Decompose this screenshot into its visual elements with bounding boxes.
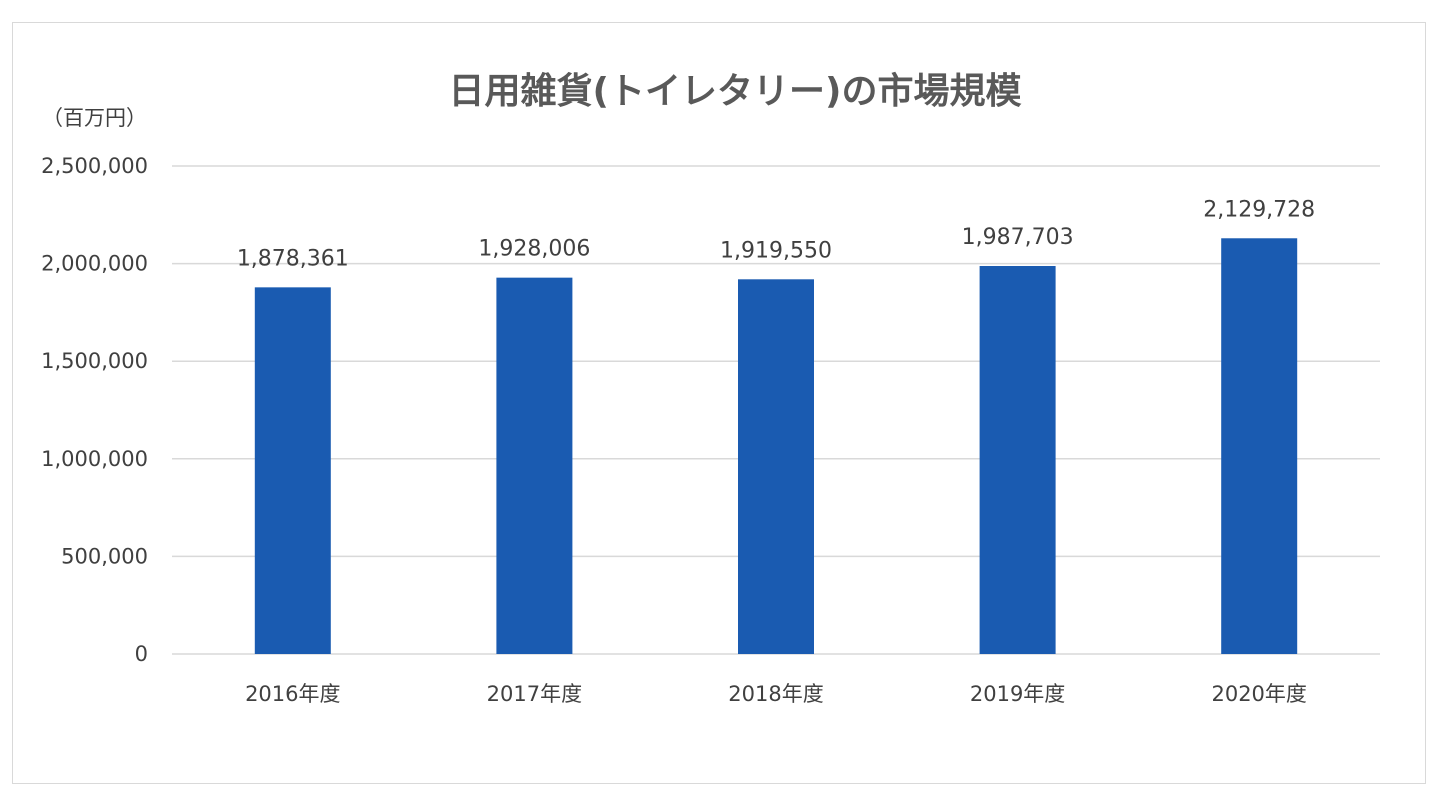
data-label: 1,878,361 bbox=[237, 246, 349, 271]
x-tick-label: 2016年度 bbox=[245, 682, 340, 706]
bar bbox=[738, 279, 814, 654]
bar bbox=[1221, 238, 1298, 654]
data-label: 1,928,006 bbox=[478, 237, 590, 262]
y-tick-label: 1,000,000 bbox=[41, 447, 148, 471]
chart-title: 日用雑貨(トイレタリー)の市場規模 bbox=[448, 71, 1022, 112]
y-tick-label: 0 bbox=[135, 642, 148, 666]
bar bbox=[254, 287, 331, 654]
y-tick-label: 500,000 bbox=[61, 544, 148, 568]
data-label: 2,129,728 bbox=[1203, 197, 1315, 222]
y-axis-unit-label: （百万円） bbox=[42, 106, 147, 130]
x-tick-label: 2019年度 bbox=[970, 682, 1065, 706]
y-tick-label: 2,500,000 bbox=[41, 154, 148, 178]
y-tick-label: 1,500,000 bbox=[41, 349, 148, 373]
chart-frame bbox=[12, 22, 1426, 784]
x-tick-label: 2018年度 bbox=[728, 682, 823, 706]
y-tick-label: 2,000,000 bbox=[41, 252, 148, 276]
data-label: 1,987,703 bbox=[962, 225, 1074, 250]
x-tick-label: 2017年度 bbox=[487, 682, 582, 706]
data-label: 1,919,550 bbox=[720, 238, 832, 263]
bar bbox=[496, 277, 573, 654]
x-tick-label: 2020年度 bbox=[1211, 682, 1306, 706]
bar bbox=[979, 266, 1056, 654]
